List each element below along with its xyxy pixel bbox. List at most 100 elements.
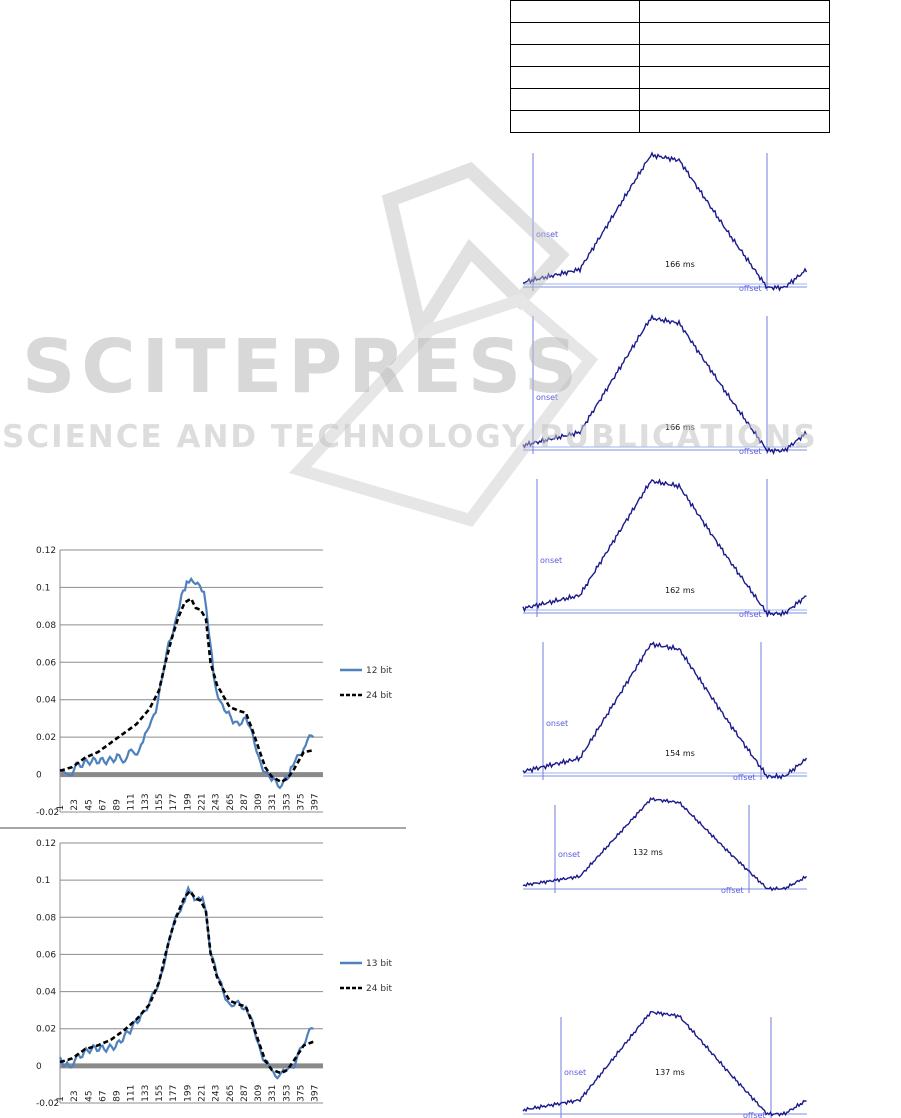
x-tick-label: 45 bbox=[84, 799, 94, 810]
x-tick-label: 199 bbox=[183, 793, 193, 810]
table-row bbox=[510, 0, 830, 23]
waveform-trace bbox=[522, 151, 808, 292]
waveform-panel: onset offset 166 ms bbox=[522, 313, 808, 456]
x-tick-label: 221 bbox=[197, 793, 207, 810]
waveform-panel: onset offset 166 ms bbox=[522, 151, 808, 293]
x-tick-label: 155 bbox=[155, 1085, 165, 1102]
x-tick-label: 397 bbox=[311, 793, 321, 810]
table-cell bbox=[510, 88, 640, 111]
table-cell bbox=[510, 44, 640, 67]
duration-label: 166 ms bbox=[665, 260, 695, 269]
table-row bbox=[510, 66, 830, 89]
offset-label: offset bbox=[739, 610, 762, 619]
x-tick-label: 1 bbox=[56, 1096, 66, 1102]
onset-label: onset bbox=[546, 719, 568, 728]
x-tick-label: 375 bbox=[296, 793, 306, 810]
duration-label: 166 ms bbox=[665, 423, 695, 432]
line-chart-13bit-vs-24bit: 0.12 0.1 0.08 0.06 0.04 0.02 0 -0.021 23 45 67 89 11… bbox=[36, 839, 393, 1109]
legend-label: 24 bit bbox=[366, 984, 393, 994]
table-cell bbox=[639, 44, 830, 67]
x-tick-label: 397 bbox=[311, 1085, 321, 1102]
x-tick-label: 221 bbox=[197, 1085, 207, 1102]
chart-divider bbox=[0, 827, 406, 829]
table-cell bbox=[510, 66, 640, 89]
legend-label: 24 bit bbox=[366, 691, 393, 701]
x-tick-label: 177 bbox=[169, 1085, 179, 1102]
line-chart-12bit-vs-24bit: 0.12 0.1 0.08 0.06 0.04 0.02 0 -0.021 23 45 67 89 11… bbox=[36, 546, 393, 818]
x-tick-label: 331 bbox=[268, 793, 278, 810]
onset-label: onset bbox=[564, 1068, 586, 1077]
table-row bbox=[510, 22, 830, 45]
x-tick-label: 133 bbox=[141, 1085, 151, 1102]
waveform-panel: onset offset 132 ms bbox=[522, 796, 808, 895]
x-tick-label: 89 bbox=[113, 799, 123, 811]
series-line-12-bit bbox=[59, 576, 315, 790]
x-tick-label: 243 bbox=[212, 793, 222, 810]
x-tick-label: 353 bbox=[282, 793, 292, 810]
waveform-trace bbox=[522, 641, 808, 780]
duration-label: 154 ms bbox=[665, 749, 695, 758]
x-tick-label: 331 bbox=[268, 1085, 278, 1102]
x-tick-label: 199 bbox=[183, 1084, 193, 1101]
onset-label: onset bbox=[536, 393, 558, 402]
x-tick-label: 89 bbox=[113, 1090, 123, 1102]
y-tick-label: 0.12 bbox=[36, 839, 56, 849]
table-cell bbox=[639, 110, 830, 133]
series-line-24-bit bbox=[59, 889, 314, 1075]
waveform-trace bbox=[522, 313, 808, 455]
waveform-trace bbox=[522, 796, 808, 892]
offset-label: offset bbox=[733, 773, 756, 782]
x-tick-label: 287 bbox=[240, 1085, 250, 1102]
waveform-trace bbox=[522, 478, 807, 618]
x-tick-label: 1 bbox=[56, 805, 66, 811]
x-tick-label: 309 bbox=[254, 793, 264, 810]
y-tick-label: 0.1 bbox=[36, 876, 50, 886]
series-line-13-bit bbox=[58, 884, 314, 1080]
y-tick-label: -0.02 bbox=[36, 1099, 59, 1109]
onset-label: onset bbox=[536, 230, 558, 239]
table-row bbox=[510, 44, 830, 67]
x-tick-label: 133 bbox=[141, 793, 151, 810]
table-cell bbox=[639, 22, 830, 45]
x-tick-label: 111 bbox=[127, 1085, 137, 1102]
empty-table bbox=[510, 0, 830, 133]
x-tick-label: 45 bbox=[84, 1090, 94, 1101]
offset-label: offset bbox=[743, 1111, 766, 1118]
x-tick-label: 353 bbox=[282, 1085, 292, 1102]
y-tick-label: 0.08 bbox=[36, 913, 56, 923]
watermark-title: SCITEPRESS bbox=[22, 324, 583, 410]
x-tick-label: 67 bbox=[98, 799, 108, 810]
x-tick-label: 23 bbox=[70, 799, 80, 810]
x-tick-label: 177 bbox=[169, 793, 179, 810]
x-tick-label: 375 bbox=[296, 1085, 306, 1102]
y-tick-label: 0 bbox=[36, 771, 42, 781]
waveform-panel: onset offset 162 ms bbox=[522, 478, 807, 619]
y-tick-label: 0 bbox=[36, 1062, 42, 1072]
y-tick-label: 0.02 bbox=[36, 1025, 56, 1035]
y-tick-label: 0.04 bbox=[36, 988, 56, 998]
x-tick-label: 155 bbox=[155, 793, 165, 810]
table-cell bbox=[510, 22, 640, 45]
series-line-24-bit bbox=[59, 596, 314, 784]
onset-label: onset bbox=[558, 850, 580, 859]
y-tick-label: 0.02 bbox=[36, 733, 56, 743]
x-tick-label: 111 bbox=[127, 793, 137, 810]
duration-label: 162 ms bbox=[665, 586, 695, 595]
x-tick-label: 23 bbox=[70, 1090, 80, 1101]
waveform-panel: onset offset 154 ms bbox=[522, 641, 808, 782]
offset-label: offset bbox=[739, 284, 762, 293]
y-tick-label: 0.08 bbox=[36, 621, 56, 631]
y-tick-label: 0.06 bbox=[36, 950, 56, 960]
table-cell bbox=[510, 0, 640, 23]
y-tick-label: 0.06 bbox=[36, 658, 56, 668]
onset-label: onset bbox=[540, 556, 562, 565]
y-tick-label: -0.02 bbox=[36, 808, 59, 818]
x-tick-label: 265 bbox=[226, 1085, 236, 1102]
y-tick-label: 0.12 bbox=[36, 546, 56, 556]
waveform-panel: onset offset 137 ms bbox=[522, 1010, 807, 1118]
table-cell bbox=[639, 0, 830, 23]
duration-label: 132 ms bbox=[633, 848, 663, 857]
legend-label: 13 bit bbox=[366, 959, 393, 969]
x-tick-label: 67 bbox=[98, 1090, 108, 1101]
